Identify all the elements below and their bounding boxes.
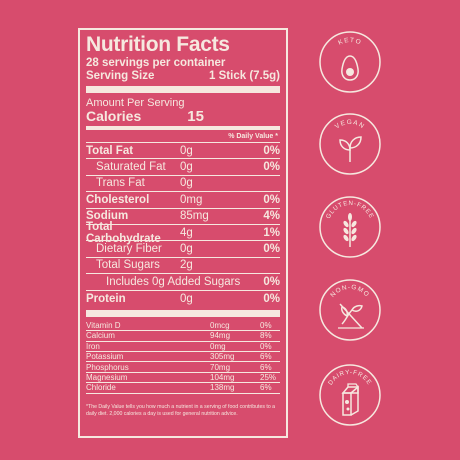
vitamin-label: Iron <box>86 341 100 351</box>
vitamin-row: Vitamin D 0mcg 0% <box>86 321 280 332</box>
wheat-icon: GLUTEN-FREE <box>319 196 381 258</box>
vitamin-row: Potassium 305mg 6% <box>86 352 280 363</box>
dairy-free-badge: DAIRY-FREE <box>318 363 382 427</box>
nutrient-amount: 2g <box>180 259 193 272</box>
nutrient-label: Cholesterol <box>86 193 150 206</box>
vitamin-amount: 0mcg <box>210 321 230 331</box>
nutrient-dv: 0% <box>263 275 280 288</box>
vitamin-amount: 70mg <box>210 362 231 372</box>
nutrient-row: Cholesterol 0mg 0% <box>86 192 280 209</box>
nutrient-label: Total Carbohydrate <box>86 220 161 245</box>
nutrient-row: Total Carbohydrate 4g 1% <box>86 221 280 245</box>
nutrition-facts-title: Nutrition Facts <box>86 33 230 56</box>
vitamin-amount: 305mg <box>210 352 235 362</box>
nutrient-label: Total Fat <box>86 144 134 157</box>
nutrient-dv: 1% <box>263 226 280 239</box>
keto-badge: KETO <box>318 30 382 94</box>
nutrient-amount: 0g <box>180 161 193 174</box>
vitamin-label: Chloride <box>86 383 116 393</box>
nutrient-row: Total Sugars 2g <box>86 258 280 275</box>
nutrition-facts-panel: Nutrition Facts 28 servings per containe… <box>78 28 288 438</box>
thick-divider <box>86 86 280 93</box>
vitamin-label: Magnesium <box>86 373 128 383</box>
nutrient-dv: 4% <box>263 210 280 223</box>
nutrient-amount: 0g <box>180 144 193 157</box>
leaf-sprout-icon: VEGAN <box>319 113 381 175</box>
nutrient-label: Trans Fat <box>96 177 145 190</box>
daily-value-header: % Daily Value * <box>228 133 278 140</box>
vitamin-dv: 0% <box>260 341 272 351</box>
vitamin-dv: 6% <box>260 352 272 362</box>
serving-size-value: 1 Stick (7.5g) <box>209 70 280 82</box>
vitamin-row: Phosphorus 70mg 6% <box>86 362 280 373</box>
nutrient-label: Protein <box>86 292 126 305</box>
nutrient-dv: 0% <box>263 193 280 206</box>
badge-label: VEGAN <box>334 119 365 131</box>
vitamin-amount: 0mg <box>210 341 226 351</box>
nutrient-row: Dietary Fiber 0g 0% <box>86 241 280 258</box>
svg-text:KETO: KETO <box>337 37 363 47</box>
vitamin-amount: 94mg <box>210 331 231 341</box>
vitamin-label: Potassium <box>86 352 124 362</box>
nutrient-amount: 0g <box>180 177 193 190</box>
vitamin-row: Iron 0mg 0% <box>86 341 280 353</box>
serving-size-row: Serving Size 1 Stick (7.5g) <box>86 70 280 83</box>
servings-per-container: 28 servings per container <box>86 57 226 69</box>
nutrient-label: Saturated Fat <box>96 161 166 174</box>
thin-divider <box>86 142 280 143</box>
milk-carton-icon: DAIRY-FREE <box>319 364 381 426</box>
badge-label: KETO <box>337 37 361 47</box>
crossed-plant-icon: NON-GMO <box>319 279 381 341</box>
vegan-badge: VEGAN <box>318 112 382 176</box>
non-gmo-badge: NON-GMO <box>318 278 382 342</box>
vitamin-row: Chloride 138mg 6% <box>86 383 280 394</box>
nutrient-label: Sodium <box>86 210 129 223</box>
nutrient-dv: 0% <box>263 243 280 256</box>
nutrient-amount: 0mg <box>180 193 203 206</box>
thick-divider <box>86 309 280 317</box>
calories-value: 15 <box>187 108 204 125</box>
medium-divider <box>86 126 280 130</box>
avocado-icon: KETO <box>319 31 381 93</box>
nutrient-label: Dietary Fiber <box>96 243 162 256</box>
svg-text:NON-GMO: NON-GMO <box>329 284 370 299</box>
vitamin-label: Vitamin D <box>86 321 121 331</box>
calories-row: Calories 15 <box>86 108 280 125</box>
nutrient-dv: 0% <box>263 161 280 174</box>
nutrient-amount: 85mg <box>180 210 209 223</box>
daily-value-footnote: *The Daily Value tells you how much a nu… <box>86 403 276 417</box>
vitamin-amount: 138mg <box>210 383 235 393</box>
nutrient-label: Includes 0g Added Sugars <box>106 275 241 288</box>
nutrient-amount: 4g <box>180 226 193 239</box>
nutrient-row: Includes 0g Added Sugars 0% <box>86 274 280 291</box>
vitamin-dv: 25% <box>260 373 277 383</box>
serving-size-label: Serving Size <box>86 70 155 82</box>
nutrient-dv: 0% <box>263 292 280 305</box>
nutrient-row: Trans Fat 0g <box>86 176 280 193</box>
nutrient-dv: 0% <box>263 144 280 157</box>
vitamin-amount: 104mg <box>210 373 235 383</box>
svg-text:VEGAN: VEGAN <box>334 119 366 131</box>
gluten-free-badge: GLUTEN-FREE <box>318 195 382 259</box>
vitamin-dv: 6% <box>260 383 272 393</box>
nutrient-row: Sodium 85mg 4% <box>86 209 280 225</box>
vitamin-dv: 0% <box>260 321 272 331</box>
vitamin-row: Calcium 94mg 8% <box>86 331 280 342</box>
vitamin-dv: 6% <box>260 362 272 372</box>
nutrient-row: Saturated Fat 0g 0% <box>86 159 280 176</box>
nutrient-label: Total Sugars <box>96 259 160 272</box>
nutrient-amount: 0g <box>180 292 193 305</box>
vitamin-row: Magnesium 104mg 25% <box>86 373 280 384</box>
vitamin-label: Calcium <box>86 331 115 341</box>
badge-label: NON-GMO <box>329 284 369 299</box>
nutrient-amount: 0g <box>180 243 193 256</box>
calories-label: Calories <box>86 108 142 124</box>
nutrient-row: Total Fat 0g 0% <box>86 143 280 160</box>
amount-per-serving: Amount Per Serving <box>86 97 185 109</box>
vitamin-label: Phosphorus <box>86 362 129 372</box>
nutrient-row: Protein 0g 0% <box>86 291 280 307</box>
vitamin-dv: 8% <box>260 331 272 341</box>
